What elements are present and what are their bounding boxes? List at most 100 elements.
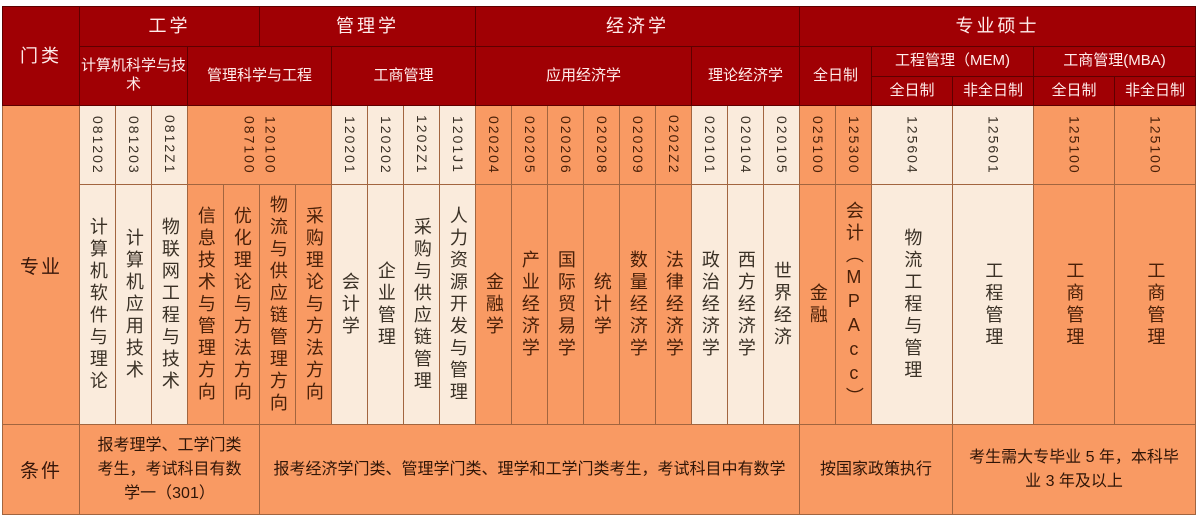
major-cell-text: 产业经济学: [519, 249, 540, 360]
code-cell-text: 020104: [738, 115, 754, 175]
code-cell: 120100 087100: [187, 105, 332, 185]
group-header-cell: 工学: [79, 6, 260, 47]
code-cell-text: 125604: [904, 115, 921, 175]
major-cell-text: 物流与供应链管理方向: [267, 194, 288, 415]
major-cell: 工程管理: [952, 184, 1035, 425]
major-cell: 产业经济学: [511, 184, 548, 425]
major-cell: 法律经济学: [655, 184, 692, 425]
code-cell-text: 125300: [846, 115, 863, 175]
major-cell-text: 金融: [807, 282, 828, 327]
major-cell: 国际贸易学: [547, 184, 584, 425]
code-cell: 125601: [952, 105, 1035, 185]
major-cell-text: 数量经济学: [627, 249, 648, 360]
code-cell: 020101: [691, 105, 728, 185]
major-cell-text: 世界经济: [771, 260, 792, 349]
condition-cell: 考生需大专毕业 5 年，本科毕业 3 年及以上: [952, 424, 1197, 515]
major-cell-text: 采购理论与方法方向: [303, 205, 324, 404]
row-label-category: 门类: [2, 6, 80, 106]
major-cell-text: 优化理论与方法方向: [231, 205, 252, 404]
majors-row: 计算机软件与理论 计算机应用技术 物联网工程与技术 信息技术与管理方向 优化理论与方法方…: [3, 184, 1197, 425]
code-cell: 0202Z2: [655, 105, 692, 185]
subgroup-header-cell: 理论经济学: [690, 46, 801, 106]
code-cell-text: 020205: [522, 115, 538, 175]
major-cell: 工商管理: [1033, 184, 1116, 425]
code-cell: 020105: [762, 105, 801, 185]
major-cell-text: 会计学: [339, 271, 360, 338]
major-cell-text: 物流工程与管理: [902, 227, 923, 382]
subgroup-header-cell: 全日制: [799, 46, 873, 106]
subgroup-header-cell: 管理科学与工程: [187, 46, 332, 106]
major-cell: 计算机软件与理论: [79, 184, 116, 425]
code-cell-text: 125601: [985, 115, 1002, 175]
major-cell: 政治经济学: [691, 184, 728, 425]
code-cell-text: 125100: [1066, 115, 1083, 175]
code-cell: 081202: [79, 105, 116, 185]
code-cell-text: 081203: [126, 115, 142, 175]
code-cell-text: 020204: [486, 115, 502, 175]
condition-cell: 报考经济学门类、管理学门类、理学和工学门类考生，考试科目中有数学: [258, 424, 801, 515]
code-cell-text: 0202Z2: [666, 115, 682, 175]
major-cell: 人力资源开发与管理: [439, 184, 476, 425]
code-cell: 1201J1: [439, 105, 476, 185]
subgroup-header-row: 计算机科学与技术 管理科学与工程 工商管理 应用经济学 理论经济学 全日制 工程管理（MEM…: [3, 46, 1197, 106]
code-cell-text: 020208: [594, 115, 610, 175]
mode-header-cell: 非全日制: [952, 76, 1035, 106]
major-cell-text: 工商管理: [1145, 260, 1166, 349]
code-cell: 020209: [619, 105, 656, 185]
code-cell: 0812Z1: [151, 105, 188, 185]
major-cell: 物流工程与管理: [871, 184, 954, 425]
code-cell: 020205: [511, 105, 548, 185]
major-cell: 西方经济学: [727, 184, 764, 425]
major-cell: 统计学: [583, 184, 620, 425]
major-cell-text: 企业管理: [375, 260, 396, 349]
mode-header-row: 全日制 非全日制 全日制 非全日制: [3, 76, 1197, 106]
group-header-cell: 管理学: [259, 6, 476, 47]
major-cell-text: 物联网工程与技术: [159, 216, 180, 393]
major-cell: 优化理论与方法方向: [223, 184, 260, 425]
major-cell: 物流与供应链管理方向: [259, 184, 296, 425]
major-cell: 采购理论与方法方向: [295, 184, 332, 425]
condition-cell: 报考理学、工学门类考生，考试科目有数学一（301）: [79, 424, 260, 515]
major-cell: 会计（MPAcc）: [835, 184, 873, 425]
code-cell: 020204: [475, 105, 512, 185]
code-cell-text: 081202: [90, 115, 106, 175]
major-cell-text: 统计学: [591, 271, 612, 338]
code-cell: 125100: [1033, 105, 1116, 185]
admissions-table: 门类 工学 管理学 经济学 专业硕士 计算机科学与技术 管理科学与工程 工商管理 应用经济学…: [2, 6, 1197, 515]
major-cell: 数量经济学: [619, 184, 656, 425]
subgroup-header-cell: 计算机科学与技术: [79, 46, 188, 106]
codes-row: 专业 081202 081203 0812Z1 120100 087100 120201…: [2, 105, 1197, 425]
subgroup-header-cell: 工商管理: [331, 46, 476, 106]
code-cell-text: 025100: [810, 115, 827, 175]
major-cell: 信息技术与管理方向: [187, 184, 224, 425]
major-cell: 世界经济: [762, 184, 801, 425]
code-cell: 125300: [835, 105, 873, 185]
code-cell: 081203: [115, 105, 152, 185]
code-cell-text: 120100 087100: [241, 115, 279, 175]
code-cell-text: 020206: [558, 115, 574, 175]
major-cell-text: 政治经济学: [699, 249, 720, 360]
major-cell: 采购与供应链管理: [403, 184, 440, 425]
major-cell-text: 金融学: [483, 271, 504, 338]
code-cell-text: 1201J1: [450, 116, 466, 174]
condition-cell: 按国家政策执行: [799, 424, 954, 515]
mode-header-cell: 非全日制: [1114, 76, 1197, 106]
code-cell: 120202: [367, 105, 404, 185]
code-cell-text: 0812Z1: [162, 115, 178, 175]
code-cell-text: 120202: [378, 115, 394, 175]
major-cell-text: 计算机软件与理论: [87, 216, 108, 393]
code-cell-text: 120201: [342, 115, 358, 175]
code-cell: 020206: [547, 105, 584, 185]
major-cell-text: 西方经济学: [735, 249, 756, 360]
major-cell: 物联网工程与技术: [151, 184, 188, 425]
code-cell-text: 020105: [774, 115, 791, 175]
code-cell: 025100: [799, 105, 837, 185]
subgroup-header-cell: 工商管理(MBA): [1033, 46, 1197, 77]
row-label-condition: 条件: [2, 424, 80, 515]
major-cell: 工商管理: [1114, 184, 1197, 425]
major-cell-text: 信息技术与管理方向: [195, 205, 216, 404]
code-cell: 120201: [331, 105, 368, 185]
row-label-major: 专业: [2, 105, 80, 425]
major-cell-text: 人力资源开发与管理: [447, 205, 468, 404]
